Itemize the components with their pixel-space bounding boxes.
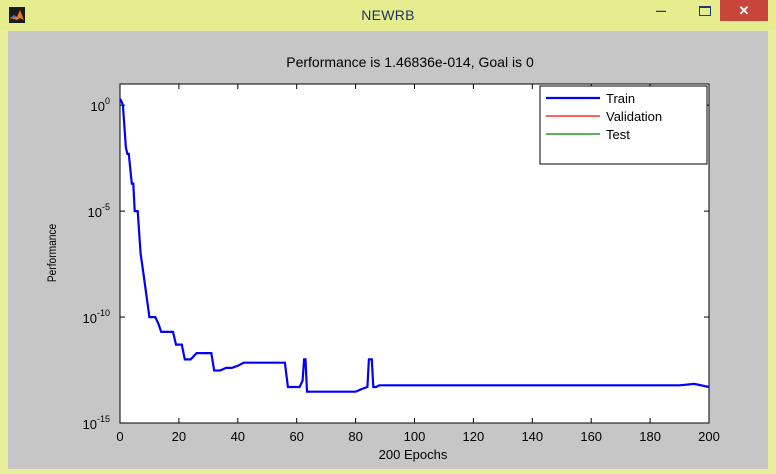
y-axis: 100 10-5 10-10 10-15 [83,96,709,432]
x-tick-label: 180 [639,429,661,444]
x-tick-label: 120 [463,429,485,444]
legend-label-test: Test [606,127,630,142]
close-icon: ✕ [738,3,750,18]
y-tick-label: 10-15 [83,414,110,432]
series-line-train [119,98,710,393]
x-axis-label: 200 Epochs [379,447,448,462]
maximize-icon [699,6,711,16]
legend[interactable]: Train Validation Test [539,85,708,165]
x-tick-label: 40 [231,429,245,444]
x-tick-label: 200 [698,429,720,444]
y-tick-label: 10-5 [88,202,110,220]
series-layer [119,98,710,393]
y-axis-label: Performance [46,224,59,282]
window-title: NEWRB [361,7,415,23]
figure-area: Performance is 1.46836e-014, Goal is 0 0… [8,31,768,469]
x-tick-label: 20 [172,429,186,444]
x-tick-label: 80 [348,429,362,444]
chart-title: Performance is 1.46836e-014, Goal is 0 [286,54,534,70]
y-tick-label: 100 [91,96,110,114]
x-tick-label: 100 [404,429,426,444]
x-tick-label: 0 [116,429,123,444]
matlab-logo-icon[interactable] [9,7,25,23]
legend-label-train: Train [606,91,635,106]
minimize-icon: – [655,0,666,20]
x-tick-label: 60 [289,429,303,444]
title-bar[interactable]: NEWRB – ✕ [0,0,776,30]
maximize-button[interactable] [690,0,718,22]
x-axis: 0 20 40 60 80 100 120 140 160 180 200 [116,84,720,444]
x-tick-label: 140 [521,429,543,444]
minimize-button[interactable]: – [646,0,676,22]
performance-chart: Performance is 1.46836e-014, Goal is 0 0… [46,54,720,462]
legend-label-validation: Validation [606,109,662,124]
close-button[interactable]: ✕ [720,0,768,21]
y-tick-label: 10-10 [83,308,110,326]
x-tick-label: 160 [580,429,602,444]
